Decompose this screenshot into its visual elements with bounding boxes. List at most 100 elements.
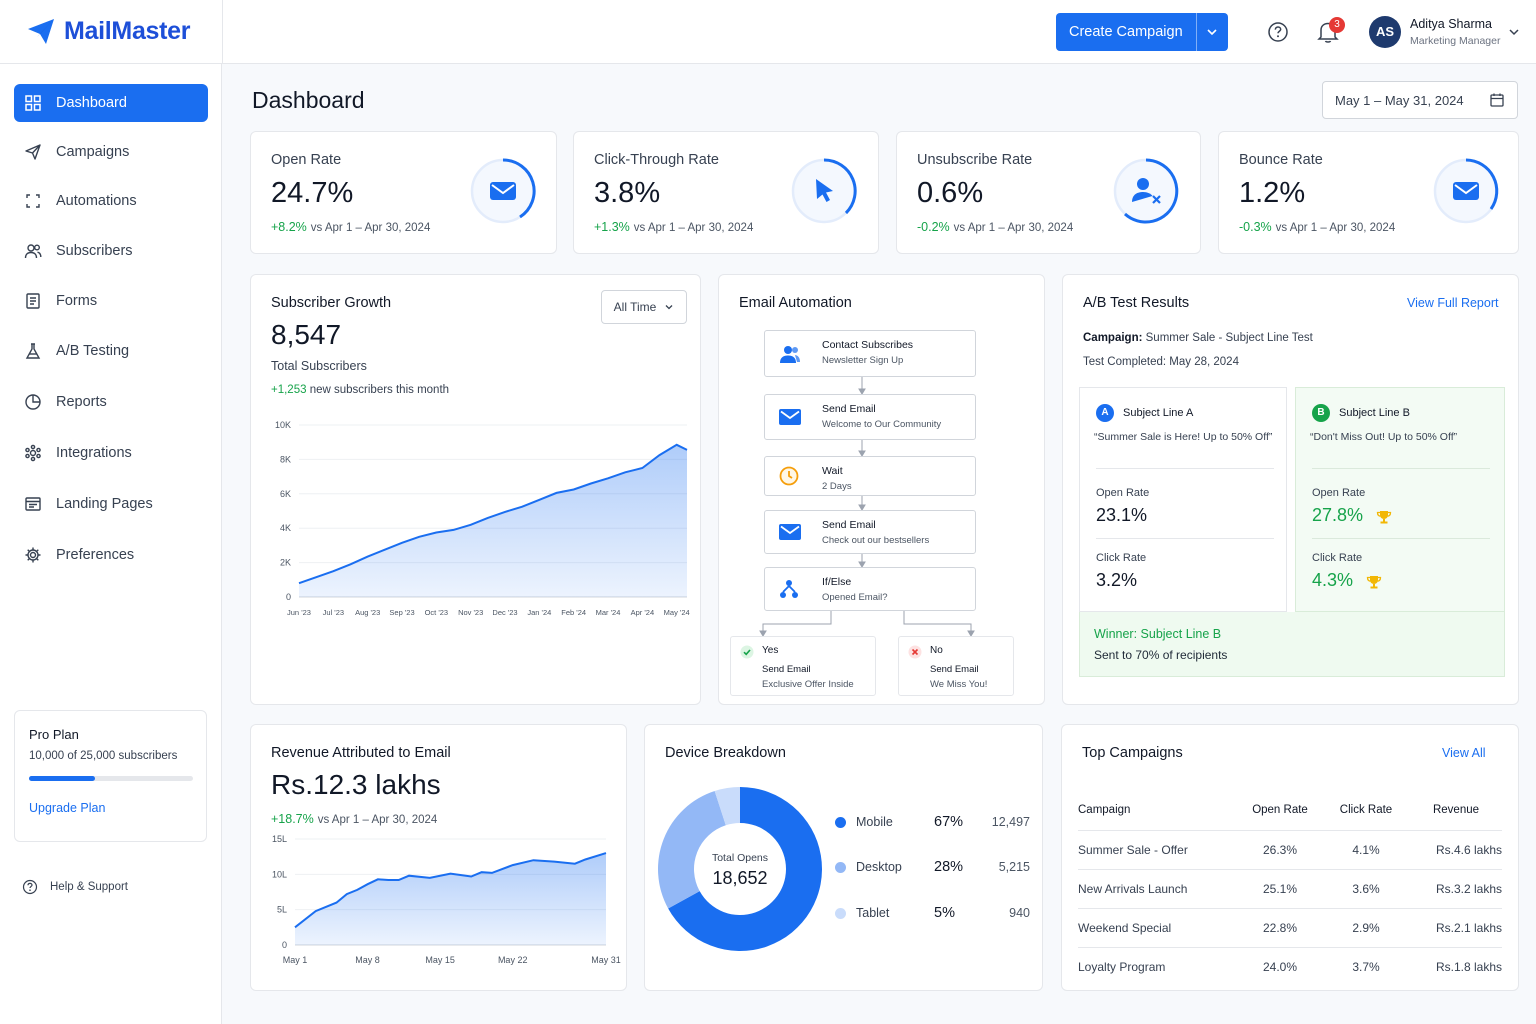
kpi-title: Click-Through Rate [594,152,719,168]
new-subscribers-label: new subscribers this month [309,384,450,396]
branch-title: No [930,645,943,656]
flow-step-wait[interactable]: Wait 2 Days [764,456,976,496]
notification-badge: 3 [1329,17,1345,33]
sidebar-item-automations[interactable]: Automations [14,182,208,220]
device-pct: 28% [934,859,964,875]
sidebar-item-subscribers[interactable]: Subscribers [14,232,208,270]
kpi-value: 0.6% [917,177,984,209]
x-tick-label: Jul '23 [323,608,344,617]
variant-name: Subject Line B [1339,407,1410,419]
mail-icon [779,409,801,425]
table-row[interactable]: Weekend Special 22.8% 2.9% Rs.2.1 lakhs [1078,908,1502,948]
x-tick-label: Apr '24 [631,608,655,617]
new-subscribers-text: +1,253 new subscribers this month [271,384,449,396]
time-filter-value: All Time [613,300,657,314]
flow-branch-yes[interactable]: Yes Send Email Exclusive Offer Inside [730,636,876,696]
brand[interactable]: MailMaster [26,16,191,46]
sidebar-item-reports[interactable]: Reports [14,383,208,421]
column-header[interactable]: Revenue [1410,790,1502,831]
flow-step-if-else[interactable]: If/Else Opened Email? [764,567,976,611]
campaign-name: Loyalty Program [1078,959,1166,974]
revenue-compare: vs Apr 1 – Apr 30, 2024 [317,814,438,826]
flask-icon [25,343,41,359]
click-rate-label: Click Rate [1096,552,1147,564]
new-subscribers-count: +1,253 [271,384,307,396]
table-row[interactable]: Summer Sale - Offer 26.3% 4.1% Rs.4.6 la… [1078,830,1502,870]
ab-variant-b: B Subject Line B “Don't Miss Out! Up to 5… [1295,387,1505,612]
kpi-ring [791,158,857,224]
y-tick-label: 0 [286,592,291,602]
plan-usage: 10,000 of 25,000 subscribers [29,750,178,762]
click-rate-value: 4.3% [1312,570,1354,590]
mail-icon [779,524,801,540]
view-full-report-link[interactable]: View Full Report [1407,296,1499,310]
open-rate-label: Open Rate [1312,487,1366,499]
sidebar-item-label: Reports [56,394,107,410]
user-name[interactable]: Aditya Sharma [1410,17,1492,31]
open-rate-cell: 25.1% [1238,869,1322,909]
sidebar-item-preferences[interactable]: Preferences [14,536,208,574]
revenue-value: Rs.12.3 lakhs [271,769,441,800]
kpi-card-ctr: Click-Through Rate 3.8% +1.3% vs Apr 1 – … [573,131,879,254]
sidebar-item-dashboard[interactable]: Dashboard [14,84,208,122]
x-tick-label: Jun '23 [287,608,311,617]
card-title: A/B Test Results [1083,295,1190,311]
variant-subject: “Summer Sale is Here! Up to 50% Off” [1094,431,1273,443]
mail-icon [490,182,516,200]
help-support-label: Help & Support [50,881,128,893]
ab-winner-banner: Winner: Subject Line B Sent to 70% of re… [1079,612,1505,677]
kpi-card-open-rate: Open Rate 24.7% +8.2% vs Apr 1 – Apr 30, … [250,131,557,254]
flow-step-send-email-welcome[interactable]: Send Email Welcome to Our Community [764,394,976,440]
kpi-ring [1113,158,1179,224]
view-all-link[interactable]: View All [1442,746,1486,760]
column-header[interactable]: Click Rate [1322,790,1410,831]
user-menu-chevron-icon[interactable] [1508,26,1520,38]
x-tick-label: May 31 [591,955,621,965]
flow-step-title: Wait [822,465,843,477]
column-header[interactable]: Open Rate [1238,790,1322,831]
flow-step-send-email-bestsellers[interactable]: Send Email Check out our bestsellers [764,510,976,554]
y-tick-label: 10K [275,420,291,430]
sidebar-item-landing-pages[interactable]: Landing Pages [14,485,208,523]
sidebar-item-integrations[interactable]: Integrations [14,434,208,472]
sidebar-item-ab-testing[interactable]: A/B Testing [14,332,208,370]
sidebar-item-forms[interactable]: Forms [14,282,208,320]
help-icon[interactable] [1267,21,1289,43]
device-donut-chart [658,787,822,951]
flow-branch-no[interactable]: No Send Email We Miss You! [898,636,1014,696]
chevron-down-icon [1207,29,1217,36]
donut-slice-mobile [668,787,822,951]
branch-title: Yes [762,645,779,656]
flow-step-sub: Welcome to Our Community [822,419,942,430]
card-title: Revenue Attributed to Email [271,745,451,761]
device-row-tablet: Tablet 5% 940 [835,905,1030,921]
table-row[interactable]: Loyalty Program 24.0% 3.7% Rs.1.8 lakhs [1078,947,1502,986]
sidebar-item-label: Landing Pages [56,496,153,512]
variant-header: A Subject Line A [1096,404,1193,422]
upgrade-plan-link[interactable]: Upgrade Plan [29,801,106,815]
help-support-link[interactable]: Help & Support [22,879,128,895]
table-row[interactable]: New Arrivals Launch 25.1% 3.6% Rs.3.2 la… [1078,869,1502,909]
date-range-value: May 1 – May 31, 2024 [1335,92,1464,108]
x-tick-label: Dec '23 [492,608,517,617]
kpi-card-unsubscribe-rate: Unsubscribe Rate 0.6% -0.2% vs Apr 1 – Ap… [896,131,1201,254]
flow-step-contact-subscribes[interactable]: Contact Subscribes Newsletter Sign Up [764,330,976,377]
time-filter-select[interactable]: All Time [601,290,687,324]
create-campaign-dropdown[interactable] [1195,13,1228,51]
pie-icon [25,394,41,410]
sidebar-item-campaigns[interactable]: Campaigns [14,133,208,171]
avatar[interactable]: AS [1369,16,1401,48]
date-range-picker[interactable]: May 1 – May 31, 2024 [1322,81,1518,119]
x-tick-label: May 22 [498,955,528,965]
open-rate-cell: 26.3% [1238,830,1322,870]
kpi-value: 3.8% [594,177,661,209]
kpi-delta: -0.3% vs Apr 1 – Apr 30, 2024 [1239,220,1395,234]
cursor-icon [816,179,833,202]
kpi-delta-value: -0.3% [1239,220,1272,234]
column-header[interactable]: Campaign [1078,790,1238,831]
open-rate-cell: 24.0% [1262,959,1298,974]
legend-swatch [835,861,846,873]
top-bar: MailMaster Create Campaign 3 AS Aditya S… [0,0,1536,64]
create-campaign-button[interactable]: Create Campaign [1056,13,1228,51]
donut-slice-desktop [658,791,726,909]
